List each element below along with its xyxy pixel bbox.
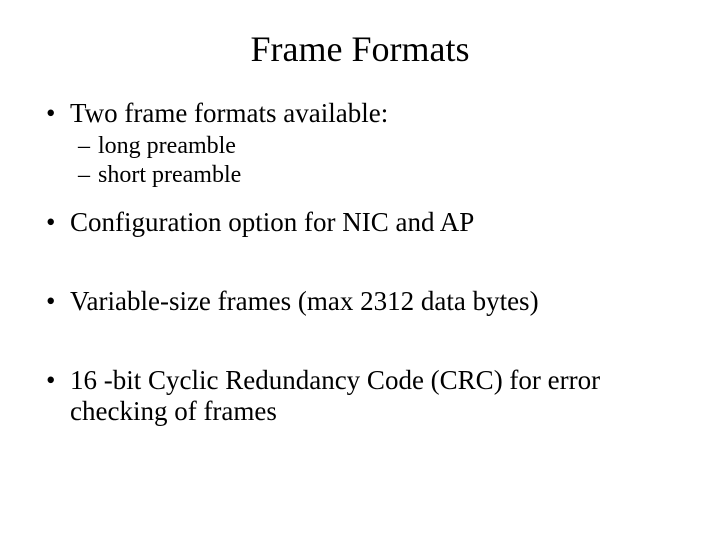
bullet-text: Variable-size frames (max 2312 data byte…	[70, 286, 539, 316]
sub-bullet-text: short preamble	[98, 162, 241, 188]
bullet-list: Two frame formats available: long preamb…	[30, 98, 690, 427]
bullet-item: Variable-size frames (max 2312 data byte…	[42, 286, 690, 317]
bullet-text: Two frame formats available:	[70, 98, 388, 128]
slide-title: Frame Formats	[30, 28, 690, 70]
sub-list: long preamble short preamble	[70, 133, 690, 189]
sub-bullet-item: short preamble	[70, 162, 690, 189]
sub-bullet-text: long preamble	[98, 133, 236, 159]
bullet-item: Configuration option for NIC and AP	[42, 207, 690, 238]
sub-bullet-item: long preamble	[70, 133, 690, 160]
bullet-item: Two frame formats available: long preamb…	[42, 98, 690, 189]
bullet-item: 16 -bit Cyclic Redundancy Code (CRC) for…	[42, 365, 690, 427]
bullet-text: Configuration option for NIC and AP	[70, 207, 474, 237]
bullet-text: 16 -bit Cyclic Redundancy Code (CRC) for…	[70, 365, 600, 426]
